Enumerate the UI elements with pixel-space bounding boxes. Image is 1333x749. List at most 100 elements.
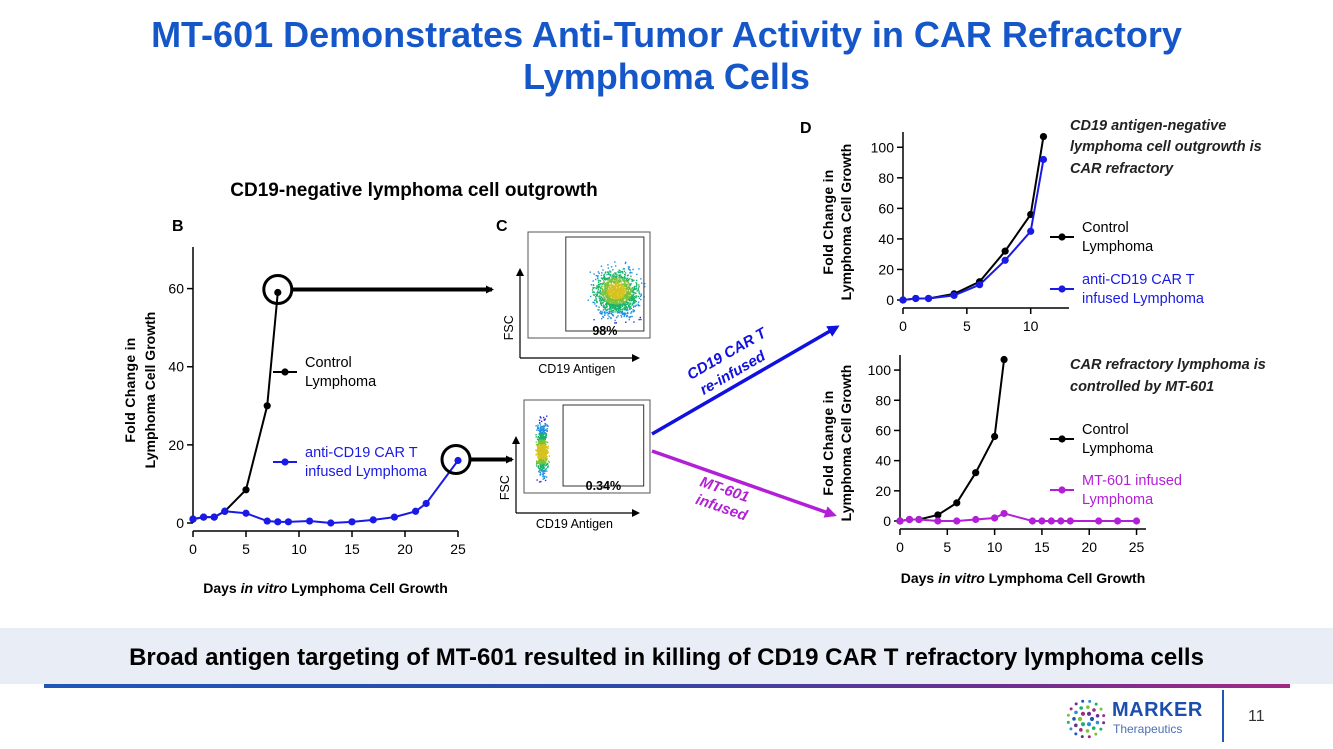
data-point: [200, 513, 208, 521]
flow-event: [600, 296, 603, 298]
flow-event: [635, 287, 638, 289]
flow-event: [627, 291, 630, 293]
gate-percent: 0.34%: [586, 479, 621, 493]
data-point: [976, 281, 984, 289]
flow-event: [544, 424, 547, 427]
y-tick-label: 60: [878, 200, 894, 216]
flow-event: [623, 276, 626, 278]
flow-event: [624, 292, 627, 295]
flow-event: [636, 290, 638, 292]
flow-event: [593, 273, 595, 275]
flow-event: [622, 287, 625, 289]
flow-event: [610, 308, 613, 310]
data-point: [412, 507, 420, 515]
flow-event: [637, 295, 640, 298]
flow-event: [615, 276, 618, 278]
flow-event: [633, 279, 635, 282]
flow-event: [619, 270, 621, 272]
flow-event: [614, 290, 616, 293]
flow-event: [620, 304, 622, 307]
flow-event: [628, 284, 630, 287]
logo-dot: [1087, 735, 1091, 739]
legend-label-line-2: Lymphoma: [1082, 239, 1154, 255]
flow-event: [609, 270, 611, 272]
flow-event: [606, 300, 608, 303]
flow-event: [610, 287, 612, 290]
data-point: [934, 517, 942, 525]
flow-event: [614, 287, 617, 289]
flow-event: [602, 309, 605, 311]
flow-event: [612, 302, 614, 304]
flow-event: [604, 303, 607, 306]
flow-event: [617, 308, 620, 310]
flow-event: [618, 275, 621, 278]
flow-event: [542, 436, 545, 438]
flow-event: [631, 315, 633, 318]
flow-event: [542, 446, 545, 448]
flow-event: [602, 289, 604, 291]
flow-event: [539, 471, 541, 474]
flow-event: [613, 276, 616, 279]
flow-event: [542, 449, 545, 452]
flow-event: [604, 288, 606, 291]
flow-event: [541, 435, 543, 437]
flow-event: [624, 301, 626, 304]
logo-dot: [1069, 727, 1073, 731]
flow-event: [541, 432, 543, 435]
flow-event: [596, 301, 598, 304]
flow-event: [544, 451, 546, 453]
flow-event: [539, 455, 541, 457]
flow-event: [616, 286, 618, 288]
flow-event: [611, 305, 613, 307]
legend-label-line-2: Lymphoma: [1082, 441, 1154, 457]
flow-event: [615, 305, 617, 307]
flow-event: [624, 296, 627, 299]
flow-event: [619, 306, 622, 308]
flow-event: [541, 469, 544, 471]
flow-event: [594, 286, 596, 289]
flow-event: [606, 285, 608, 287]
flow-event: [543, 455, 545, 457]
logo-dot: [1102, 721, 1106, 725]
flow-event: [603, 273, 605, 276]
flow-event: [592, 291, 594, 293]
data-point: [912, 294, 920, 303]
flow-event: [620, 312, 622, 314]
flow-event: [547, 425, 549, 427]
flow-event: [614, 311, 616, 313]
flow-event: [633, 286, 635, 288]
flow-event: [615, 304, 618, 306]
flow-event: [609, 281, 611, 283]
flow-event: [613, 288, 615, 290]
flow-event: [623, 314, 626, 317]
legend-label-line-1: anti-CD19 CAR T: [305, 445, 418, 461]
flow-event: [610, 317, 612, 319]
flow-event: [545, 452, 548, 455]
flow-event: [602, 305, 605, 308]
flow-event: [545, 428, 547, 431]
flow-event: [544, 441, 546, 444]
flow-event: [605, 278, 607, 280]
legend-label: anti-CD19 CAR T infused Lymphoma: [305, 445, 428, 480]
flow-event: [601, 286, 603, 288]
flow-event: [621, 284, 624, 286]
flow-event: [627, 277, 629, 280]
y-tick-label: 80: [875, 392, 891, 408]
flow-event: [608, 296, 610, 299]
flow-event: [614, 319, 616, 322]
flow-event: [542, 455, 544, 458]
flow-event: [603, 296, 605, 298]
flow-event: [632, 268, 634, 271]
flow-event: [543, 448, 545, 450]
flow-event: [537, 453, 539, 455]
flow-event: [626, 291, 628, 293]
flow-event: [597, 283, 600, 286]
flow-plot: 0.34% CD19 Antigen FSC: [498, 399, 651, 531]
flow-event: [600, 304, 603, 306]
flow-x-label: CD19 Antigen: [536, 517, 613, 531]
flow-event: [544, 436, 546, 438]
flow-event: [618, 311, 621, 314]
flow-event: [611, 295, 614, 297]
flow-event: [592, 301, 594, 304]
flow-event: [609, 303, 611, 305]
